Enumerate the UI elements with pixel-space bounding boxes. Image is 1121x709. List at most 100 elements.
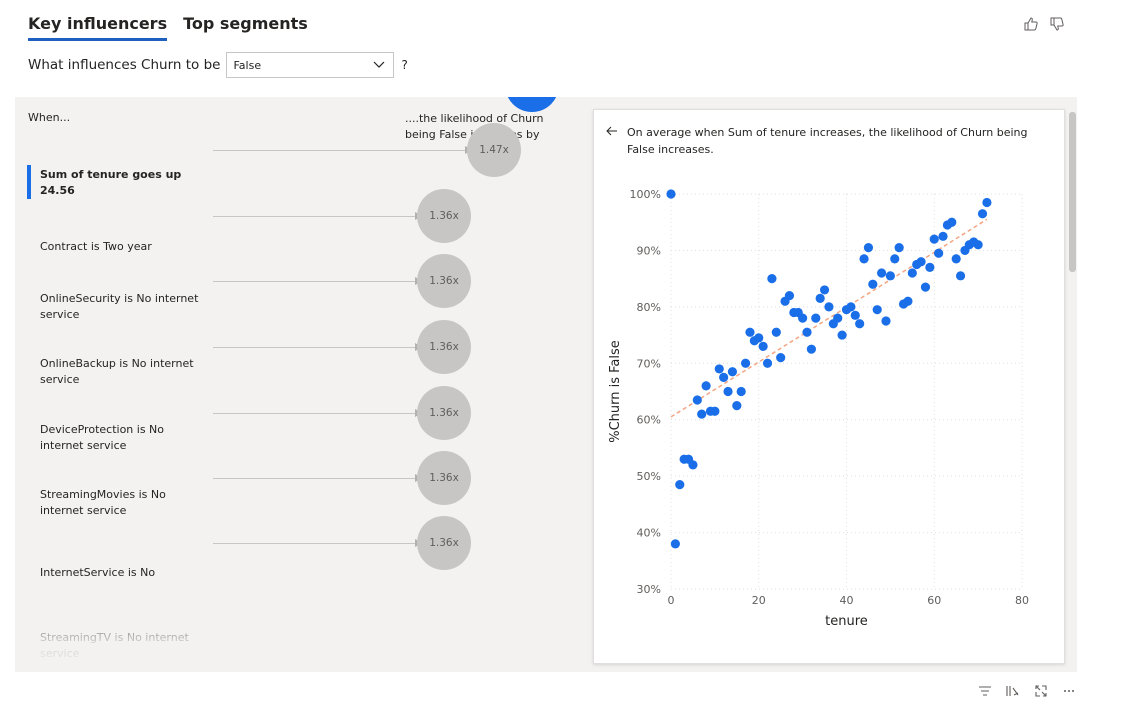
scatter-point <box>798 314 807 323</box>
influencer-row[interactable]: OnlineBackup is No internet service 1.36x <box>15 350 590 410</box>
scatter-point <box>859 254 868 263</box>
influencer-row[interactable]: InternetService is No 1.36x <box>15 547 590 607</box>
scatter-point <box>732 401 741 410</box>
influencer-label-text: DeviceProtection is No internet service <box>40 422 205 454</box>
format-icon[interactable] <box>1005 683 1021 697</box>
tab-key-influencers[interactable]: Key influencers <box>28 14 167 41</box>
scatter-point <box>868 280 877 289</box>
y-tick-label: 70% <box>637 357 661 370</box>
scatter-point <box>846 302 855 311</box>
scatter-point <box>864 243 873 252</box>
influencer-label-text: InternetService is No <box>40 565 205 581</box>
y-tick-label: 100% <box>630 188 661 201</box>
scatter-point <box>728 367 737 376</box>
influencer-value-bubble[interactable]: 1.36x <box>417 189 471 243</box>
x-tick-label: 40 <box>840 594 854 607</box>
influencer-connector-line <box>213 216 417 217</box>
influencer-label-text: Sum of tenure goes up <box>40 167 205 183</box>
more-options-icon[interactable] <box>1061 683 1077 697</box>
focus-mode-icon[interactable] <box>1033 683 1049 697</box>
scatter-point <box>873 305 882 314</box>
filter-icon[interactable] <box>977 683 993 697</box>
influencer-connector-line <box>213 413 417 414</box>
scatter-point <box>702 381 711 390</box>
influencer-value-bubble[interactable]: 1.47x <box>467 123 521 177</box>
scatter-point <box>816 294 825 303</box>
influencer-label-text: OnlineBackup is No internet service <box>40 356 205 388</box>
scatter-point <box>741 359 750 368</box>
scrollbar-thumb[interactable] <box>1069 112 1076 272</box>
influencer-value-bubble[interactable]: 1.57x <box>505 97 559 112</box>
scatter-point <box>956 271 965 280</box>
scatter-point <box>982 198 991 207</box>
influencer-value-bubble[interactable]: 1.36x <box>417 254 471 308</box>
selection-indicator <box>27 165 31 199</box>
influencer-value-bubble[interactable]: 1.36x <box>417 516 471 570</box>
influencer-label-text: Contract is Two year <box>40 239 205 255</box>
scatter-point <box>715 364 724 373</box>
scatter-point <box>710 407 719 416</box>
x-tick-label: 0 <box>668 594 675 607</box>
scatter-point <box>671 539 680 548</box>
tab-top-segments[interactable]: Top segments <box>183 14 308 41</box>
influencer-value-bubble[interactable]: 1.36x <box>417 386 471 440</box>
churn-value-dropdown[interactable]: False <box>226 52 394 78</box>
influencer-label: Sum of tenure goes up 24.56 <box>40 167 205 199</box>
influencer-label: OnlineBackup is No internet service <box>40 356 205 388</box>
scatter-point <box>697 409 706 418</box>
scatter-point <box>723 387 732 396</box>
y-tick-label: 30% <box>637 583 661 596</box>
influencer-label: StreamingMovies is No internet service <box>40 487 205 519</box>
y-axis-label: %Churn is False <box>608 340 623 443</box>
scatter-point <box>719 373 728 382</box>
scatter-point <box>807 345 816 354</box>
influencer-label: Contract is Two year <box>40 239 205 255</box>
influencer-row[interactable]: DeviceProtection is No internet service 1… <box>15 416 590 476</box>
influencer-connector-line <box>213 281 417 282</box>
y-tick-label: 80% <box>637 301 661 314</box>
scatter-point <box>763 359 772 368</box>
x-axis-label: tenure <box>825 614 868 629</box>
influencer-connector-line <box>213 347 417 348</box>
y-tick-label: 40% <box>637 527 661 540</box>
question-suffix: ? <box>401 58 407 72</box>
influencer-row[interactable]: Contract is Two year 1.47x <box>15 221 590 281</box>
scatter-point <box>772 328 781 337</box>
influencer-label: OnlineSecurity is No internet service <box>40 291 205 323</box>
influencer-row[interactable]: OnlineSecurity is No internet service 1.3… <box>15 285 590 345</box>
influencer-value-bubble[interactable]: 1.36x <box>417 320 471 374</box>
x-tick-label: 80 <box>1015 594 1029 607</box>
column-header-when: When... <box>28 111 70 124</box>
thumbs-up-icon[interactable] <box>1023 16 1039 32</box>
scatter-point <box>811 314 820 323</box>
scatter-point <box>952 254 961 263</box>
influencer-row[interactable]: StreamingMovies is No internet service 1.… <box>15 481 590 541</box>
question-prefix: What influences Churn to be <box>28 57 220 73</box>
dropdown-selected-value: False <box>233 59 261 72</box>
influencer-value-bubble[interactable]: 1.36x <box>417 451 471 505</box>
scatter-point <box>767 274 776 283</box>
influencer-detail-card: On average when Sum of tenure increases,… <box>593 109 1065 664</box>
influencer-connector-line <box>213 478 417 479</box>
influencer-label-text: OnlineSecurity is No internet service <box>40 291 205 323</box>
influencer-connector-line <box>213 543 417 544</box>
scatter-point <box>947 218 956 227</box>
x-tick-label: 60 <box>927 594 941 607</box>
scatter-point <box>881 316 890 325</box>
feedback-buttons <box>1023 16 1065 32</box>
scatter-point <box>688 460 697 469</box>
visual-toolbar <box>977 683 1077 697</box>
influencer-label: DeviceProtection is No internet service <box>40 422 205 454</box>
scatter-point <box>838 330 847 339</box>
thumbs-down-icon[interactable] <box>1049 16 1065 32</box>
scatter-point <box>754 333 763 342</box>
scatter-point <box>802 328 811 337</box>
scatter-point <box>886 271 895 280</box>
list-fade-overlay <box>15 602 590 672</box>
scatter-point <box>925 263 934 272</box>
scatter-point <box>934 249 943 258</box>
influencer-connector-line <box>213 150 467 151</box>
scatter-point <box>776 353 785 362</box>
x-tick-label: 20 <box>752 594 766 607</box>
scatter-point <box>903 297 912 306</box>
